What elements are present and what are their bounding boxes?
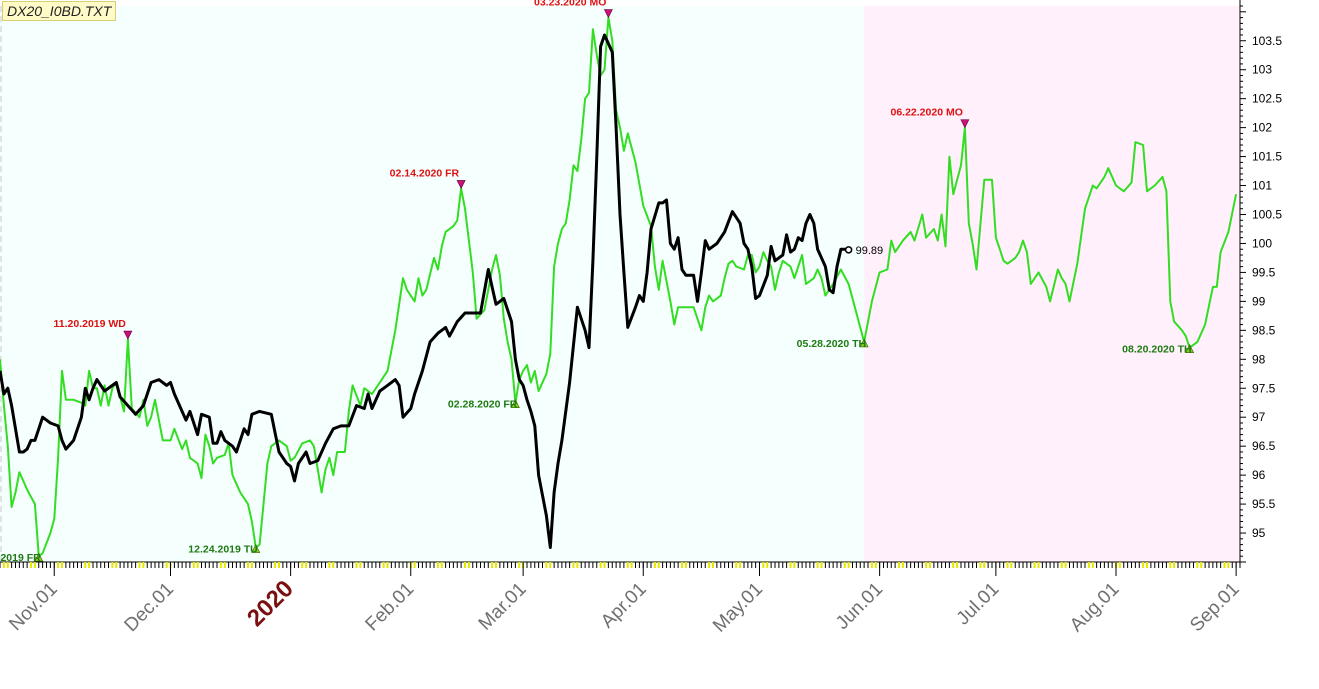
month-label: Apr.01 bbox=[597, 579, 651, 633]
price-axis: 95 95.5 96 96.5 97 97.5 98 98.5 99 99.5 100 100.5 10… bbox=[1239, 0, 1282, 563]
high-label: 11.20.2019 WD bbox=[53, 318, 126, 330]
price-tick-label: 99.5 bbox=[1252, 265, 1276, 279]
history-region bbox=[0, 6, 865, 562]
low-marker bbox=[859, 338, 869, 348]
last-value-label: 99.89 bbox=[856, 245, 884, 257]
month-label: Feb.01 bbox=[362, 579, 419, 636]
price-tick-label: 101 bbox=[1252, 179, 1272, 193]
low-label: 05.28.2020 TH bbox=[797, 338, 866, 350]
high-marker bbox=[603, 9, 613, 19]
month-label: Dec.01 bbox=[121, 579, 178, 636]
actual-series-line bbox=[0, 33, 849, 549]
price-tick-label: 100 bbox=[1252, 236, 1272, 250]
price-tick-label: 103.5 bbox=[1252, 34, 1282, 48]
month-label: May.01 bbox=[709, 579, 767, 637]
month-label: Mar.01 bbox=[475, 579, 531, 635]
price-tick-label: 102.5 bbox=[1252, 92, 1282, 106]
month-label: Sep.01 bbox=[1186, 579, 1243, 636]
month-label: Nov.01 bbox=[5, 579, 61, 635]
price-tick-label: 99 bbox=[1252, 294, 1266, 308]
high-marker bbox=[960, 119, 970, 129]
high-marker bbox=[123, 330, 133, 340]
last-value-marker bbox=[844, 246, 853, 254]
chart-title: DX20_I0BD.TXT bbox=[2, 1, 117, 21]
chart-background bbox=[0, 6, 1240, 562]
month-label: Jun.01 bbox=[832, 579, 887, 634]
high-label: 06.22.2020 MO bbox=[890, 107, 962, 119]
price-tick-label: 103 bbox=[1252, 63, 1272, 77]
price-tick-label: 96.5 bbox=[1252, 439, 1276, 453]
price-tick-label: 97.5 bbox=[1252, 381, 1276, 395]
low-marker bbox=[1185, 344, 1195, 354]
high-label: 02.14.2020 FR bbox=[390, 167, 460, 179]
forecast-region bbox=[864, 6, 1240, 562]
low-marker bbox=[251, 543, 261, 553]
price-tick-label: 102 bbox=[1252, 121, 1272, 135]
price-tick-label: 95.5 bbox=[1252, 497, 1276, 511]
price-tick-label: 100.5 bbox=[1252, 208, 1282, 222]
price-tick-label: 98 bbox=[1252, 352, 1266, 366]
price-tick-label: 95 bbox=[1252, 526, 1266, 540]
price-tick-label: 96 bbox=[1252, 468, 1266, 482]
high-marker bbox=[456, 180, 466, 190]
low-marker bbox=[34, 552, 44, 562]
price-tick-label: 97 bbox=[1252, 410, 1266, 424]
turning-point-annotations: 25.2019 FR 11.20.2019 WD 12.24.2019 TU 02.1… bbox=[0, 0, 1195, 564]
month-label: Jul.01 bbox=[953, 579, 1004, 630]
low-label: 12.24.2019 TU bbox=[188, 544, 257, 556]
low-marker bbox=[510, 399, 520, 409]
month-label: Aug.01 bbox=[1066, 579, 1123, 636]
projection-series-line bbox=[0, 16, 1238, 558]
price-tick-label: 98.5 bbox=[1252, 323, 1276, 337]
price-tick-label: 101.5 bbox=[1252, 150, 1282, 164]
plot-lines: 99.89 bbox=[0, 16, 1238, 558]
low-label: 02.28.2020 FR bbox=[448, 399, 518, 411]
high-label: 03.23.2020 MO bbox=[534, 0, 606, 9]
time-axis: Nov.01 Dec.01 2020 Feb.01 Mar.01 Apr.01 May.01… bbox=[0, 561, 1244, 637]
year-label: 2020 bbox=[242, 575, 299, 632]
low-label: 25.2019 FR bbox=[0, 552, 41, 564]
low-label: 08.20.2020 TH bbox=[1122, 344, 1191, 356]
